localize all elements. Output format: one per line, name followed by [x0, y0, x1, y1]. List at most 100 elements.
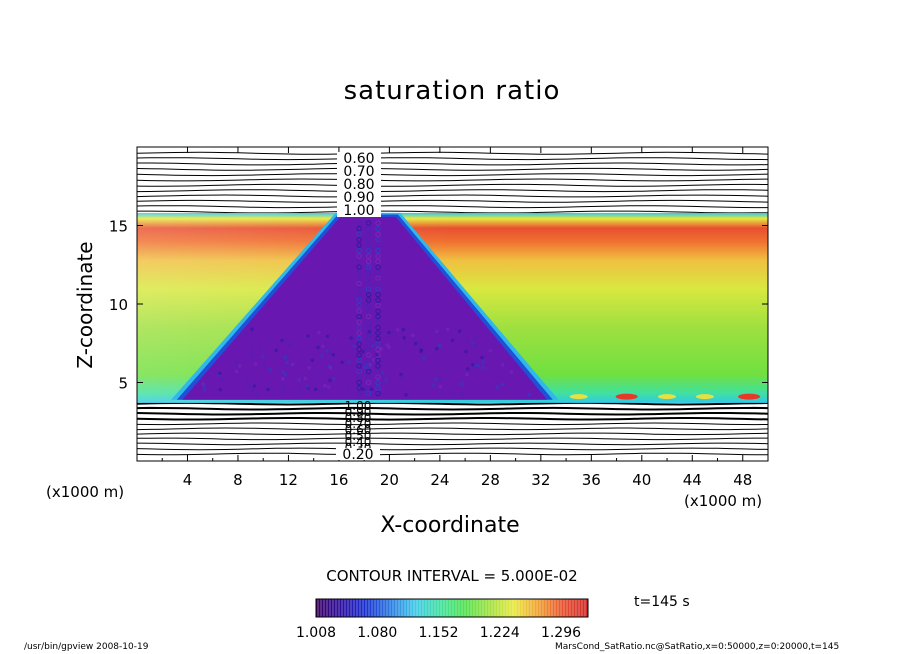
y-tick-label: 10: [109, 296, 128, 314]
contour-label: 0.40: [345, 435, 372, 449]
cloud-texture-dot: [379, 346, 384, 351]
cloud-texture-dot: [356, 379, 362, 386]
cloud-texture-dot: [356, 231, 362, 237]
cloud-texture-dot: [419, 349, 423, 354]
cloud-texture-dot: [384, 378, 388, 382]
cloud-texture-dot: [356, 319, 362, 325]
cloud-texture-dot: [365, 346, 372, 353]
cloud-texture-dot: [375, 286, 381, 292]
cloud-texture-dot: [421, 356, 426, 360]
cloud-texture-dot: [247, 383, 251, 388]
surface-hotspots: [569, 393, 761, 400]
cloud-texture-dot: [365, 247, 372, 254]
contour-line-upper: [137, 194, 768, 198]
cloud-texture-dot: [365, 319, 372, 325]
contour-label: 0.80: [343, 177, 374, 193]
cloud-texture-dot: [345, 387, 350, 391]
cloud-texture-dot: [306, 334, 310, 338]
cloud-texture-dot: [365, 341, 372, 347]
contour-interval-text: CONTOUR INTERVAL = 5.000E-02: [326, 567, 578, 585]
cloud-texture-dot: [280, 389, 285, 394]
y-axis-label: Z-coordinate: [73, 241, 97, 369]
contour-line-upper: [137, 151, 768, 155]
cloud-texture-dot: [365, 302, 372, 309]
colorbar-stripes: [317, 599, 586, 617]
cloud-texture-dot: [365, 324, 372, 331]
contour-line-lower: [137, 417, 768, 421]
cloud-texture-dot: [375, 308, 381, 314]
cloud-texture-dot: [356, 247, 362, 254]
cloud-texture-dot: [234, 369, 239, 374]
contour-line-upper: [137, 173, 768, 177]
cloud-texture-dot: [288, 343, 292, 347]
cloud-texture-dot: [399, 376, 404, 381]
x-tick-label: 12: [279, 471, 298, 489]
cloud-texture-dot: [396, 328, 400, 332]
cloud-texture-dot: [375, 269, 381, 276]
cloud-texture-dot: [375, 280, 381, 287]
cloud-texture-dot: [283, 355, 288, 360]
cloud-texture-dot: [356, 236, 362, 243]
contour-line-lower: [137, 437, 768, 441]
cloud-texture-dot: [243, 377, 247, 381]
cloud-texture-dot: [365, 264, 372, 270]
cloud-texture-dot: [431, 383, 435, 387]
cloud-texture-dot: [356, 258, 362, 265]
cloud-texture-dot: [375, 297, 381, 303]
cloud-texture-dot: [365, 308, 372, 314]
cloud-texture-dot: [352, 344, 357, 349]
contour-label-bg: [337, 178, 381, 191]
cloud-texture-dot: [375, 363, 381, 369]
colorbar-tick-labels: 1.008 1.080 1.152 1.224 1.296: [296, 625, 581, 641]
cloud-texture-dot: [356, 313, 362, 320]
contour-line-upper: [137, 199, 768, 203]
cloud-texture-dot: [375, 379, 381, 386]
cloud-texture-dot: [313, 387, 318, 392]
cloud-texture-dot: [325, 334, 330, 339]
contour-line-upper: [137, 189, 768, 193]
contour-label-bg: [337, 191, 381, 204]
cloud-texture-dot: [375, 319, 381, 325]
cloud-texture-dot: [419, 381, 424, 386]
cloud-texture-dot: [459, 382, 464, 386]
upper-contour-lines: [137, 151, 768, 214]
cloud-texture-dot: [356, 335, 362, 342]
contour-label: 0.60: [345, 423, 372, 437]
x-tick-label: 28: [481, 471, 500, 489]
cloud-texture-dot: [474, 343, 479, 348]
colorbar-tick-label: 1.296: [541, 625, 581, 641]
cloud-texture-dot: [328, 365, 333, 370]
surface-hotspot: [695, 394, 714, 400]
y-axis-ticks: 5 10 15: [109, 218, 768, 393]
colorbar-frame: [315, 598, 589, 618]
cloud-texture-dot: [375, 341, 381, 347]
cloud-texture-dot: [434, 347, 439, 351]
cloud-texture-dot: [474, 334, 479, 339]
y-tick-label: 15: [109, 218, 128, 236]
cloud-texture-dot: [365, 275, 372, 281]
cloud-texture-dot: [233, 360, 238, 365]
cloud-texture-dot: [413, 341, 418, 346]
cloud-texture-dot: [402, 336, 407, 340]
colorbar-tick-label: 1.008: [296, 625, 336, 641]
cloud-texture-dot: [281, 370, 285, 375]
cloud-texture-dot: [451, 392, 455, 397]
contour-label: 0.90: [343, 190, 374, 206]
cloud-texture-dot: [375, 264, 381, 270]
cloud-texture-dots: [201, 220, 532, 397]
cloud-texture-dot: [380, 371, 385, 375]
contour-label: 1.00: [343, 203, 374, 219]
cloud-texture-dot: [244, 330, 249, 335]
x-tick-label: 20: [380, 471, 399, 489]
cloud-texture-dot: [437, 343, 442, 348]
cloud-texture-dot: [365, 357, 372, 364]
cloud-texture-dot: [236, 361, 241, 365]
x-tick-label: 44: [683, 471, 702, 489]
cloud-texture-dot: [500, 363, 505, 367]
cloud-texture-dot: [317, 330, 321, 335]
cloud-texture-dot: [356, 275, 362, 281]
contour-line-lower: [137, 452, 768, 456]
cloud-texture-dot: [262, 362, 267, 367]
cloud-texture-dot: [320, 354, 325, 358]
